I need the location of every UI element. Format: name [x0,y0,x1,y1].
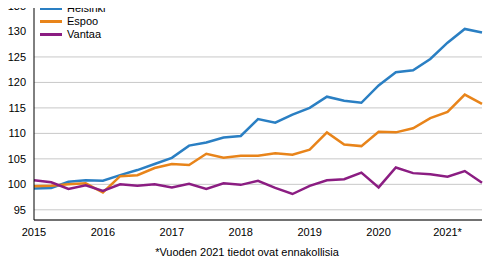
svg-text:100: 100 [8,178,26,190]
svg-text:2021*: 2021* [433,226,462,238]
html-text:Espoo: Espoo [67,15,99,27]
html-text:*Vuoden 2021 tiedot ovat ennak: *Vuoden 2021 tiedot ovat ennakollisia [155,246,339,258]
svg-text:120: 120 [8,76,26,88]
svg-text:105: 105 [8,153,26,165]
svg-text:135: 135 [8,8,26,12]
html-text:Helsinki: Helsinki [67,2,106,14]
svg-text:2017: 2017 [160,226,184,238]
svg-text:2018: 2018 [229,226,253,238]
svg-text:2016: 2016 [91,226,115,238]
svg-text:110: 110 [8,127,26,139]
svg-text:2019: 2019 [297,226,321,238]
svg-text:130: 130 [8,25,26,37]
svg-text:2020: 2020 [366,226,390,238]
svg-text:115: 115 [8,102,26,114]
svg-text:95: 95 [14,204,26,216]
svg-text:125: 125 [8,51,26,63]
html-text:Vantaa: Vantaa [67,28,102,40]
svg-text:2015: 2015 [22,226,46,238]
